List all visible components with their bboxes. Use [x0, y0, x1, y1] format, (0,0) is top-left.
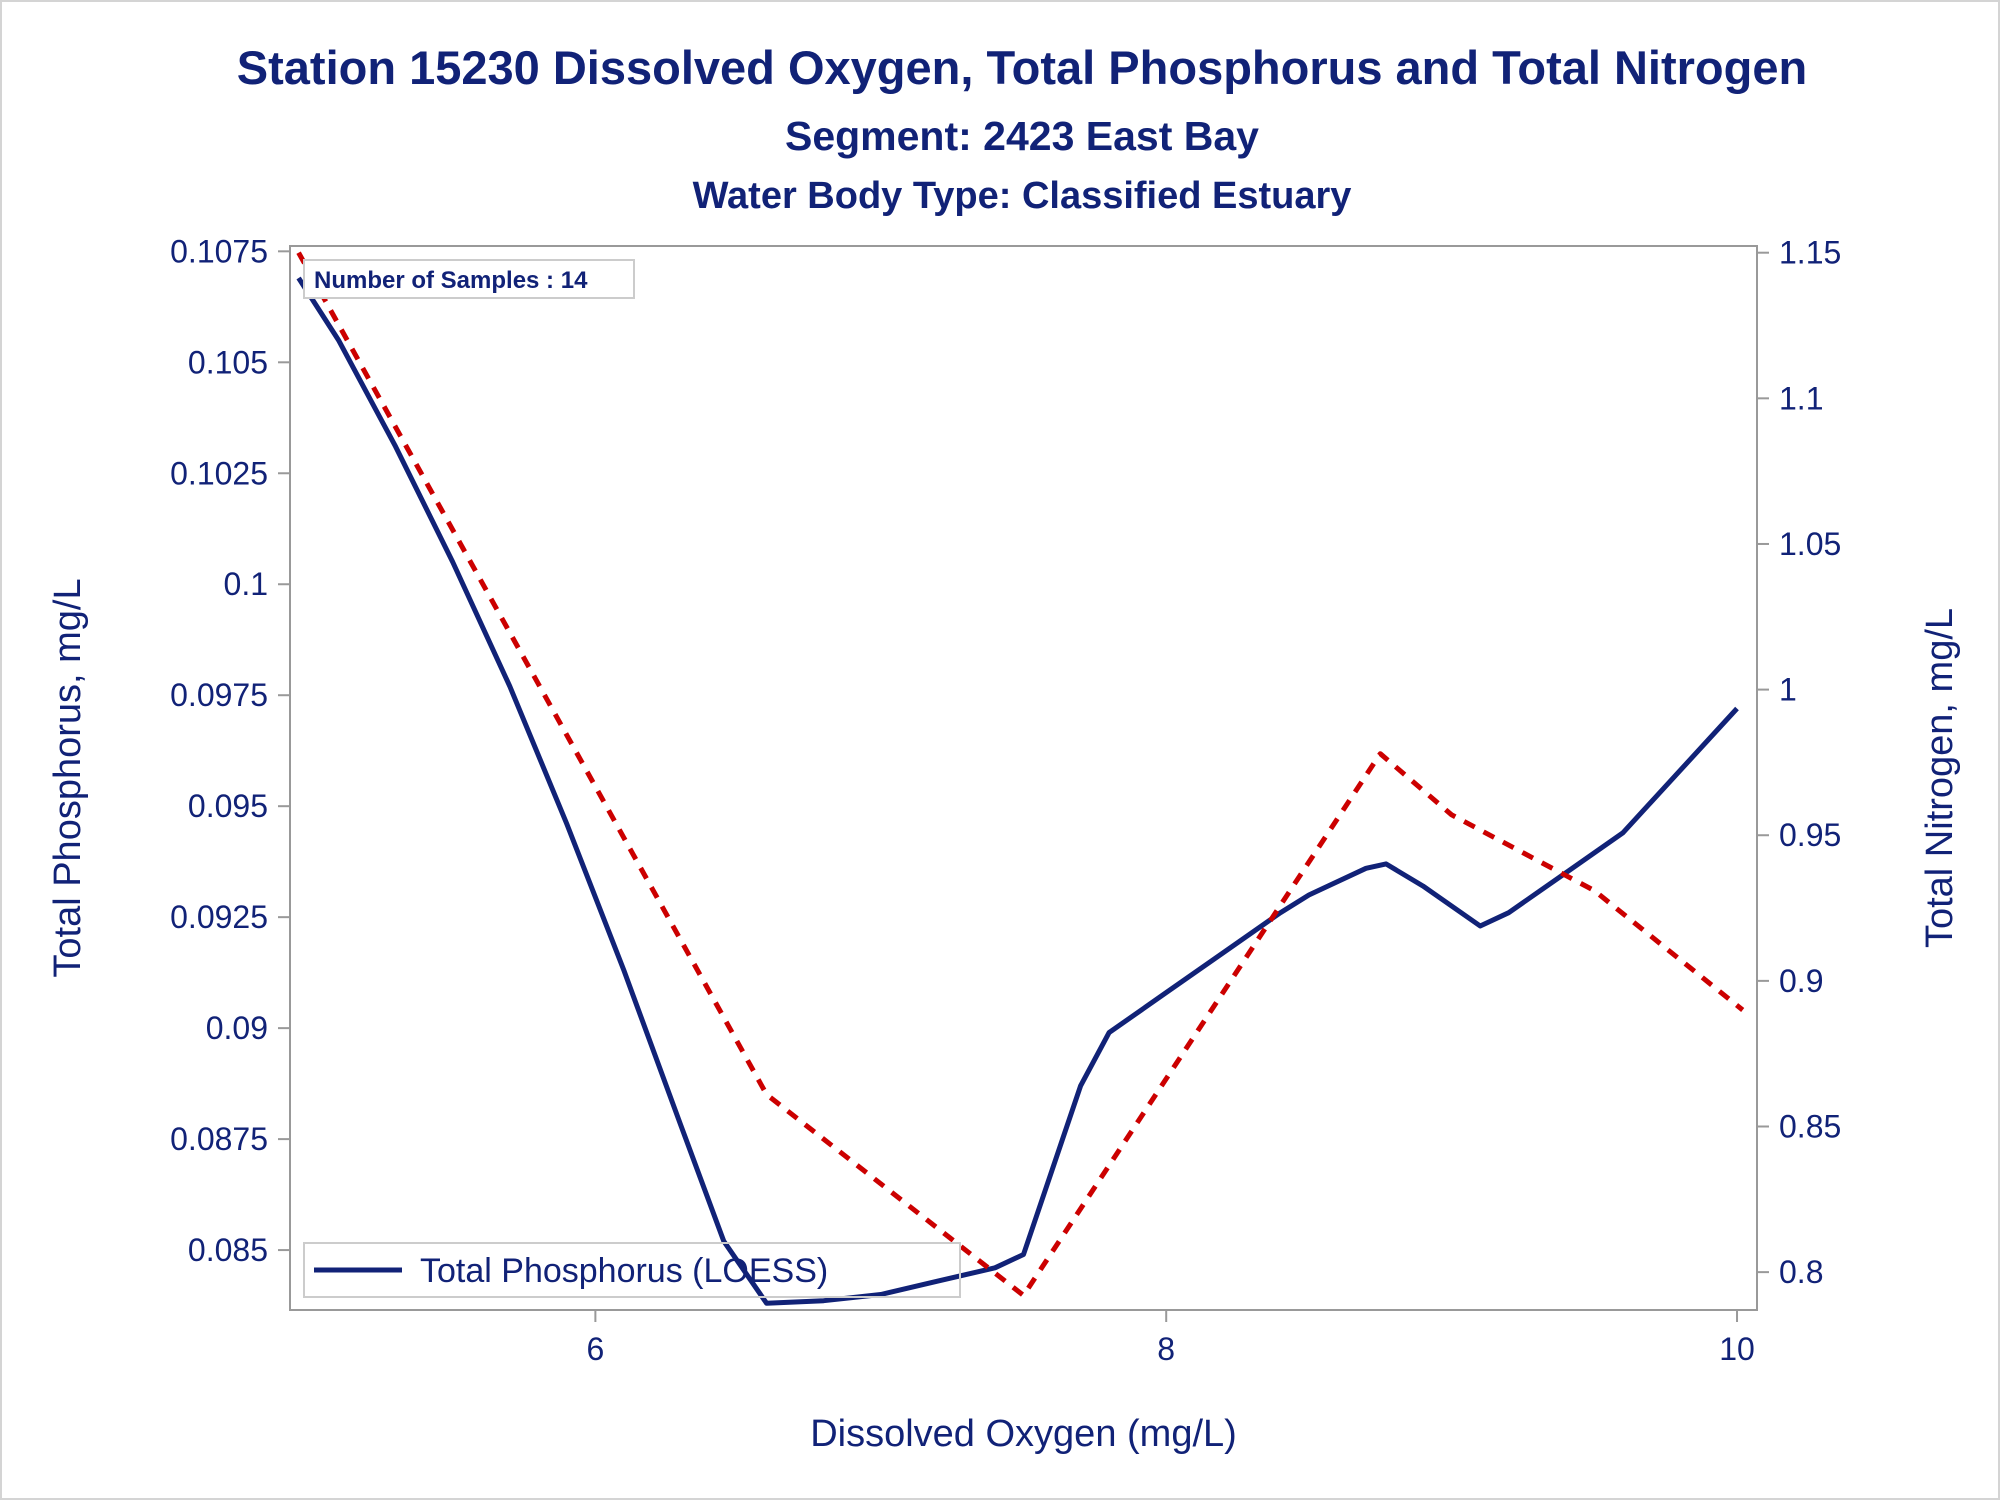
x-tick-label: 10	[1719, 1331, 1755, 1367]
y-right-tick-label: 0.85	[1779, 1109, 1841, 1145]
chart-title: Station 15230 Dissolved Oxygen, Total Ph…	[237, 41, 1807, 94]
y-right-tick-label: 1.1	[1779, 380, 1823, 416]
y-left-tick-label: 0.0925	[170, 899, 268, 935]
x-tick-label: 6	[586, 1331, 604, 1367]
series-layer	[296, 251, 1745, 1306]
x-axis-label: Dissolved Oxygen (mg/L)	[810, 1413, 1237, 1455]
chart-subtitle-2: Water Body Type: Classified Estuary	[693, 175, 1352, 217]
y-left-tick-label: 0.1	[224, 566, 268, 602]
y-left-tick-label: 0.095	[188, 788, 268, 824]
y-left-tick-label: 0.085	[188, 1232, 268, 1268]
y-left-tick-label: 0.105	[188, 344, 268, 380]
sample-count-annotation: Number of Samples : 14	[303, 259, 635, 299]
annotation-text: Number of Samples : 14	[314, 267, 588, 294]
y-left-tick-label: 0.1075	[170, 233, 268, 269]
y-right-tick-label: 1	[1779, 672, 1797, 708]
legend-box	[303, 1242, 961, 1298]
annotation-box	[303, 259, 635, 299]
series-line-phosphorus	[296, 276, 1739, 1306]
y-left-axis-label: Total Phosphorus, mg/L	[47, 578, 89, 977]
y-right-tick-label: 1.15	[1779, 235, 1841, 271]
y-right-axis-label: Total Nitrogen, mg/L	[1919, 608, 1961, 948]
y-left-tick-label: 0.1025	[170, 455, 268, 491]
y-left-axis: 0.085 0.0875 0.09 0.0925 0.095 0.0975 0.1 0.102…	[170, 233, 290, 1268]
y-right-tick-label: 0.8	[1779, 1254, 1823, 1290]
y-right-axis: 0.8 0.85 0.9 0.95 1 1.05 1.1 1.15	[1757, 235, 1841, 1290]
y-left-tick-label: 0.0875	[170, 1121, 268, 1157]
y-right-tick-label: 0.95	[1779, 817, 1841, 853]
x-tick-label: 8	[1157, 1331, 1175, 1367]
series-line-nitrogen	[296, 251, 1745, 1298]
plot-area	[289, 245, 1758, 1311]
y-left-tick-label: 0.09	[206, 1010, 268, 1046]
legend-label-phosphorus: Total Phosphorus (LOESS)	[420, 1252, 828, 1290]
y-right-tick-label: 0.9	[1779, 963, 1823, 999]
chart-subtitle: Segment: 2423 East Bay	[785, 113, 1259, 159]
x-axis: 6 8 10	[586, 1310, 1755, 1367]
y-left-tick-label: 0.0975	[170, 677, 268, 713]
legend: Total Phosphorus (LOESS)	[303, 1242, 961, 1298]
y-right-tick-label: 1.05	[1779, 526, 1841, 562]
